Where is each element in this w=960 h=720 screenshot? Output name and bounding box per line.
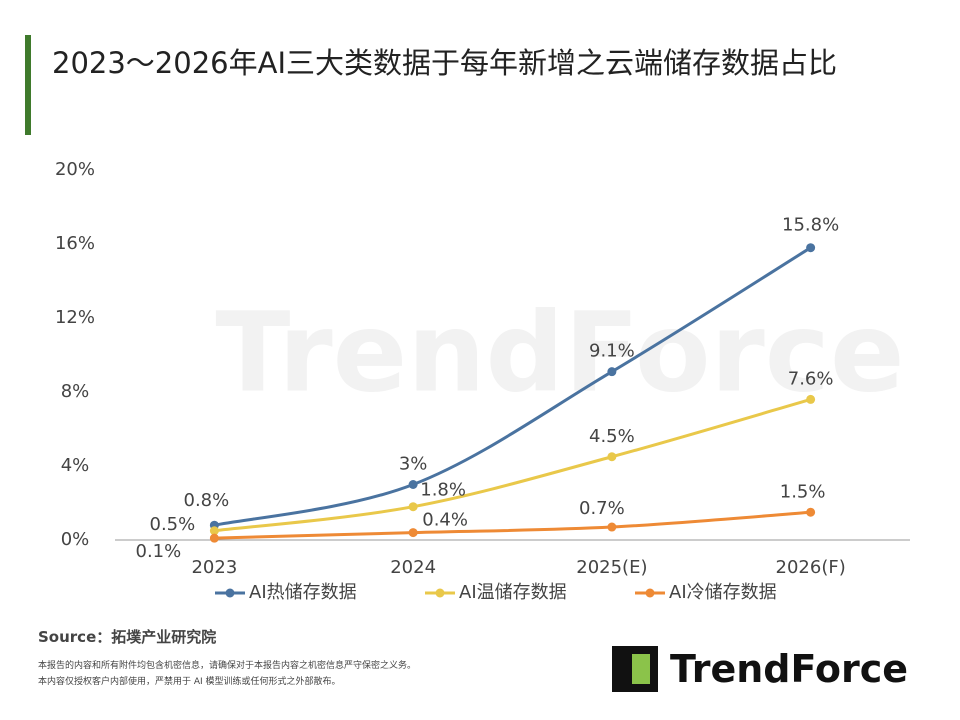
data-point	[607, 452, 617, 462]
data-point	[806, 243, 816, 253]
data-point	[408, 480, 418, 489]
legend-marker	[435, 588, 445, 598]
data-point	[209, 526, 219, 536]
data-label: 9.1%	[589, 341, 635, 362]
series-line	[214, 397, 812, 533]
source: Source：拓墣产业研究院	[38, 628, 217, 646]
y-tick-label: 8%	[61, 381, 90, 402]
y-tick-label: 12%	[55, 307, 95, 328]
data-point	[607, 522, 617, 532]
data-label: 0.4%	[422, 510, 468, 531]
data-label: 0.5%	[150, 514, 196, 535]
data-label: 0.1%	[136, 541, 182, 562]
x-tick-label: 2025(E)	[576, 557, 647, 578]
data-point	[408, 528, 418, 538]
note: 本报告的内容和所有附件均包含机密信息，请确保对于本报告内容之机密信息严守保密之义…	[38, 661, 417, 671]
data-label: 7.6%	[788, 368, 834, 389]
legend-label: AI热储存数据	[249, 582, 357, 603]
series-line	[214, 246, 812, 527]
note: 本内容仅授权客户内部使用，严禁用于 AI 模型训练或任何形式之外部散布。	[38, 677, 341, 687]
legend-label: AI冷储存数据	[669, 582, 777, 603]
y-tick-label: 16%	[55, 233, 95, 254]
chart-title: 2023～2026年AI三大类数据于每年新增之云端储存数据占比	[52, 46, 837, 80]
y-tick-label: 20%	[55, 159, 95, 180]
data-label: 1.8%	[420, 480, 466, 501]
y-tick-label: 0%	[61, 529, 90, 550]
data-point	[408, 502, 418, 512]
logo: TrendForce	[612, 646, 908, 692]
legend-marker	[645, 588, 655, 598]
series-line	[214, 510, 811, 540]
data-label: 0.7%	[579, 498, 625, 519]
x-tick-label: 2023	[191, 557, 237, 578]
data-point	[607, 367, 617, 377]
data-label: 3%	[399, 454, 428, 475]
y-tick-label: 4%	[61, 455, 90, 476]
data-point	[806, 507, 816, 517]
watermark: TrendForce	[215, 288, 904, 416]
data-label: 15.8%	[782, 215, 839, 236]
x-tick-label: 2024	[390, 557, 436, 578]
x-tick-label: 2026(F)	[776, 557, 846, 578]
logo-mark	[612, 646, 658, 692]
title-accent	[25, 35, 31, 135]
logo-text: TrendForce	[670, 647, 909, 691]
data-label: 0.8%	[184, 490, 230, 511]
legend-marker	[225, 588, 235, 598]
legend-label: AI温储存数据	[459, 582, 567, 603]
data-label: 4.5%	[589, 426, 635, 447]
data-point	[806, 394, 816, 404]
data-point	[209, 533, 219, 543]
data-label: 1.5%	[780, 481, 826, 502]
